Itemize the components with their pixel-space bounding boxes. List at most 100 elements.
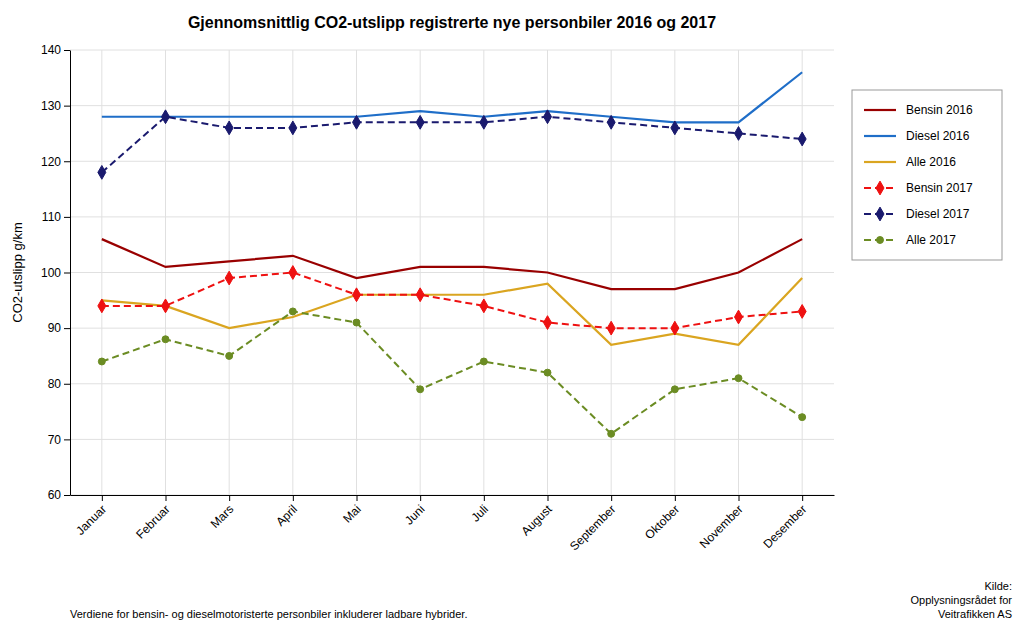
y-axis-title: CO2-utslipp g/km [10,222,25,322]
legend-item: Diesel 2016 [864,129,970,143]
legend-label: Alle 2016 [906,155,956,169]
series-line [102,278,802,345]
legend-label: Alle 2017 [906,233,956,247]
point [162,299,170,313]
legend: Bensin 2016 Diesel 2016 Alle 2016 Bensin 20… [852,90,1002,260]
tick-mark [739,495,740,501]
grid-line [70,328,834,329]
tick-mark [64,273,70,274]
y-tick-label: 80 [48,377,62,391]
tick-mark [229,495,230,501]
grid-line [70,439,834,440]
point [416,288,424,302]
x-tick: Mars [208,495,237,531]
chart: Januar Februar Mars April Mai Juni Juli August S… [0,0,1024,630]
grid-line [70,105,834,106]
grid-line [70,50,834,51]
point [98,165,106,179]
y-tick: 60 [48,488,70,502]
point [162,336,169,343]
footnote: Verdiene for bensin- og dieselmotorister… [70,608,467,620]
y-tick: 90 [48,321,70,335]
tick-mark [102,495,103,501]
x-tick: Januar [73,495,109,538]
source: Kilde:Opplysningsrådet forVeitrafikken A… [911,580,1013,620]
legend-item: Bensin 2017 [864,181,973,195]
tick-mark [293,495,294,501]
axis-line [70,51,71,496]
x-tick-label: April [273,502,300,529]
point [480,358,487,365]
legend-swatch [864,135,896,137]
point [289,266,297,280]
tick-mark [64,50,70,51]
legend-label: Bensin 2016 [906,103,973,117]
legend-marker [876,207,884,221]
plot-area: Januar Februar Mars April Mai Juni Juli August S… [10,43,835,553]
marks [98,72,806,437]
tick-mark [64,161,70,162]
x-tick: Februar [133,495,173,542]
tick-mark [357,495,358,501]
point [289,121,297,135]
source-line: Kilde: [984,580,1012,592]
point [799,414,806,421]
y-tick: 70 [48,433,70,447]
series-line [102,117,802,173]
point [162,110,170,124]
tick-mark [420,495,421,501]
series-line [102,311,802,433]
legend-box [852,90,1002,260]
x-tick-label: Mars [208,502,237,531]
x-tick-label: November [697,502,746,551]
x-tick-label: Januar [73,502,109,538]
tick-mark [64,439,70,440]
tick-mark [548,495,549,501]
point [225,271,233,285]
source-line: Opplysningsrådet for [911,594,1013,606]
x-tick: August [518,495,555,538]
tick-mark [64,106,70,107]
legend-marker [877,237,884,244]
grid-line [70,216,834,217]
y-axis: 60708090100110120130140 [41,43,71,502]
point [353,319,360,326]
tick-mark [611,495,612,501]
legend-marker [876,181,884,195]
legend-item: Alle 2017 [864,233,956,247]
tick-mark [166,495,167,501]
x-tick: Mai [340,495,364,526]
point [607,115,615,129]
point [608,430,615,437]
legend-label: Diesel 2016 [906,129,970,143]
tick-mark [675,495,676,501]
point [798,305,806,319]
tick-mark [484,495,485,501]
chart-title: Gjennomsnittlig CO2-utslipp registrerte … [188,14,716,31]
y-tick-label: 110 [42,210,61,224]
grid-line [70,383,834,384]
x-tick-label: Mai [340,502,364,526]
y-tick: 110 [42,210,70,224]
y-tick-label: 130 [41,99,61,113]
point [353,115,361,129]
point [416,115,424,129]
series-line [102,72,802,122]
x-tick-label: Februar [133,502,173,542]
legend-item: Diesel 2017 [864,207,970,221]
point [735,127,743,141]
y-tick: 80 [48,377,70,391]
point [225,121,233,135]
point [671,121,679,135]
x-axis: Januar Februar Mars April Mai Juni Juli August S… [71,495,835,553]
series [102,239,802,289]
grid-line [802,50,803,495]
y-tick: 140 [41,43,70,57]
x-tick: Juli [468,495,491,525]
x-tick-label: Juni [402,502,427,527]
x-tick: September [567,495,618,553]
legend-item: Alle 2016 [864,155,956,169]
y-tick-label: 140 [41,43,61,57]
x-tick: November [697,495,746,551]
x-tick-label: Oktober [642,502,682,542]
